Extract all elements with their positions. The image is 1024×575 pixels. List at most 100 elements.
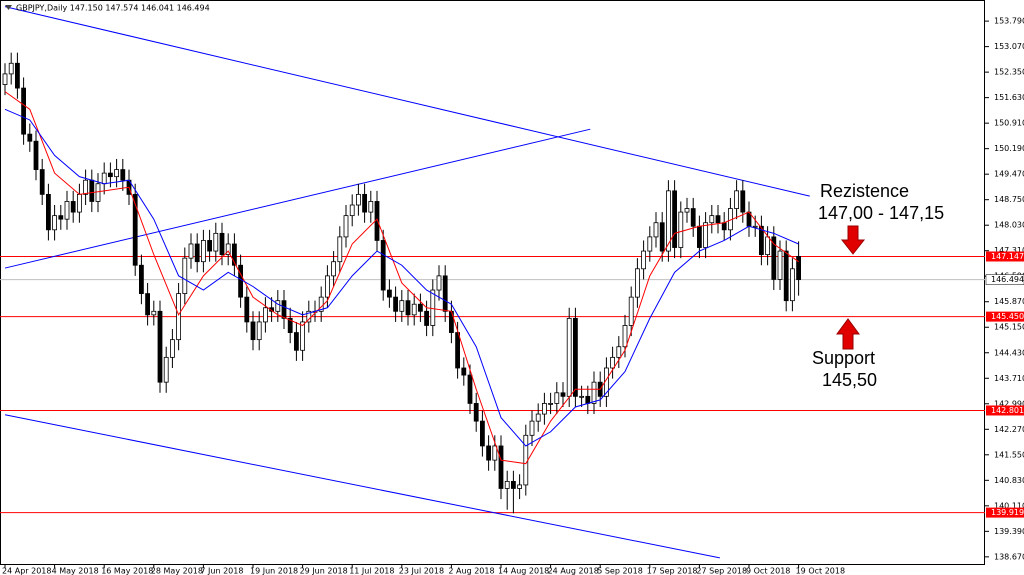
- candle-body: [492, 445, 498, 461]
- candle-body: [436, 275, 442, 291]
- candle-body: [666, 190, 671, 252]
- y-tick-label: 144.430: [994, 348, 1024, 357]
- candle-body: [473, 403, 479, 422]
- y-tick-label: 138.670: [994, 552, 1024, 561]
- candle-body: [95, 183, 101, 202]
- y-tick-label: 145.150: [994, 323, 1024, 332]
- candle-body: [411, 303, 417, 316]
- candle-body: [659, 222, 665, 252]
- x-tick-label: 23 Jul 2018: [399, 567, 444, 575]
- x-tick-label: 29 Jun 2018: [300, 567, 348, 575]
- candle-body: [349, 204, 355, 217]
- candle-body: [529, 420, 535, 436]
- candle-body: [393, 296, 399, 312]
- candle-body: [300, 321, 306, 351]
- annotation: Support: [812, 348, 875, 368]
- label-layer: 147.147 145.450 142.801 139.919 146.494: [985, 251, 1024, 518]
- candle-body: [250, 321, 256, 341]
- candle-body: [653, 222, 659, 238]
- candle-body: [752, 225, 758, 228]
- candle-body: [566, 317, 572, 397]
- header-icon: [5, 5, 12, 10]
- y-tick-label: 150.910: [994, 119, 1024, 128]
- candle-body: [790, 268, 795, 302]
- candle-body: [517, 484, 522, 489]
- candle-body: [628, 296, 634, 326]
- candle-body: [331, 261, 337, 277]
- candle-body: [2, 73, 8, 85]
- y-tick-label: 142.270: [994, 425, 1024, 434]
- y-tick-label: 153.070: [994, 42, 1024, 51]
- x-tick-label: 4 May 2018: [52, 567, 99, 575]
- candle-body: [455, 332, 461, 369]
- candle-body: [275, 300, 281, 312]
- candle-body: [386, 289, 392, 298]
- candle-body: [715, 215, 721, 224]
- candle-body: [194, 243, 200, 263]
- level-label: 147.147: [991, 252, 1024, 261]
- candle-body: [108, 172, 113, 178]
- candle-body: [622, 325, 628, 348]
- level-label-bg: [986, 507, 1024, 518]
- x-tick-label: 19 Jun 2018: [250, 567, 298, 575]
- chart-title: GBPJPY,Daily 147.150 147.574 146.041 146…: [16, 4, 210, 13]
- candle-body: [498, 445, 504, 489]
- y-tick-label: 140.110: [994, 501, 1024, 510]
- candle-body: [647, 236, 653, 252]
- annotation: Rezistence: [820, 181, 909, 201]
- candle-body: [244, 296, 250, 323]
- candle-body: [635, 268, 640, 298]
- plot-frame: [0, 0, 985, 565]
- y-tick-label: 145.870: [994, 297, 1024, 306]
- candle-body: [771, 236, 777, 280]
- x-tick-label: 27 Sep 2018: [696, 567, 747, 575]
- moving-average: [4, 108, 799, 447]
- candle-body: [182, 257, 188, 294]
- x-tick-label: 5 Sep 2018: [597, 567, 643, 575]
- x-tick-label: 2 Aug 2018: [448, 567, 494, 575]
- candle-body: [796, 255, 801, 281]
- candle-body: [523, 434, 529, 486]
- candle-body: [89, 179, 95, 202]
- candle-body: [554, 392, 560, 404]
- candle-body: [355, 193, 361, 206]
- y-tick-label: 143.710: [994, 374, 1024, 383]
- plot-layer: [0, 6, 985, 559]
- candle-body: [573, 317, 578, 397]
- level-label: 142.801: [991, 406, 1024, 415]
- candle-body: [219, 232, 225, 256]
- candle-body: [46, 193, 51, 231]
- candle-body: [380, 240, 386, 291]
- candle-body: [101, 172, 107, 185]
- annotation: 145,50: [822, 370, 877, 390]
- candle-body: [287, 317, 293, 333]
- candle-body: [132, 193, 138, 266]
- candle-body: [52, 215, 57, 231]
- x-tick-label: 7 Jun 2018: [200, 567, 243, 575]
- candle-body: [21, 87, 27, 135]
- axis-layer: 153.790 153.070 152.350 151.630 150.910 150.1…: [2, 17, 1024, 575]
- up-arrow: [836, 318, 860, 350]
- candle-body: [64, 201, 70, 220]
- candle-body: [343, 215, 349, 238]
- candle-body: [684, 208, 690, 213]
- candle-body: [579, 395, 584, 398]
- trendline: [4, 128, 591, 269]
- candle-body: [207, 240, 213, 252]
- candle-body: [200, 240, 206, 263]
- candle-body: [151, 310, 157, 316]
- level-label-bg: [986, 405, 1024, 416]
- candle-body: [721, 222, 727, 231]
- candle-body: [169, 339, 175, 358]
- candle-body: [510, 480, 516, 489]
- candle-body: [461, 367, 467, 376]
- candle-body: [417, 303, 423, 312]
- candle-body: [616, 346, 622, 358]
- trendline: [4, 6, 810, 197]
- candle-body: [672, 190, 677, 248]
- x-tick-label: 16 May 2018: [101, 567, 153, 575]
- level-label-bg: [986, 251, 1024, 262]
- down-arrow: [840, 225, 866, 255]
- candle-body: [281, 300, 287, 319]
